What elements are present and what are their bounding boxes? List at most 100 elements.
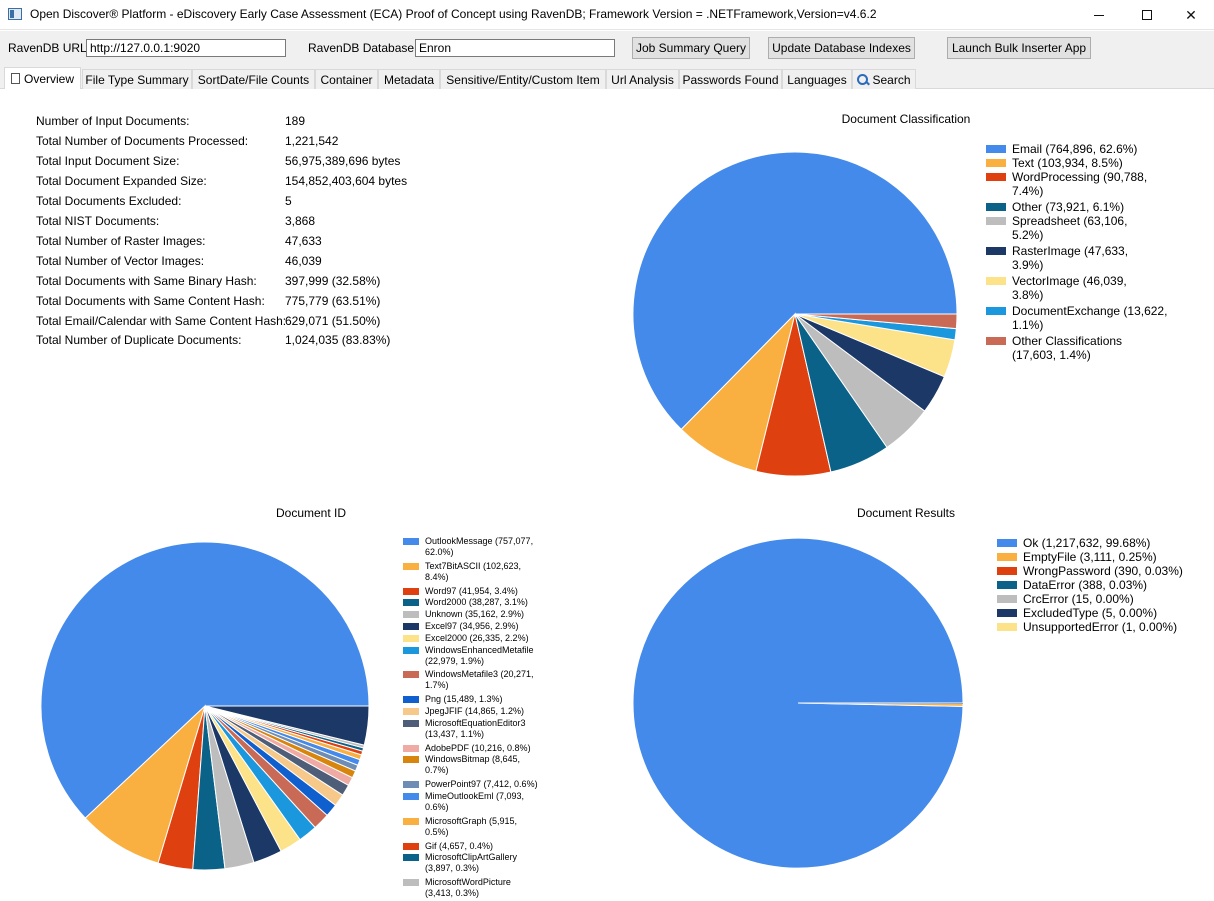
legend-item: UnsupportedError (1, 0.00%) <box>997 620 1177 634</box>
legend-item: WordProcessing (90,788, 7.4%) <box>986 170 1147 198</box>
legend-swatch <box>403 854 419 862</box>
legend-swatch <box>403 842 419 850</box>
launch-bulk-inserter-button[interactable]: Launch Bulk Inserter App <box>947 37 1091 59</box>
tab-label: Sensitive/Entity/Custom Item <box>446 72 600 87</box>
legend-label: AdobePDF (10,216, 0.8%) <box>425 742 531 753</box>
legend-label: RasterImage (47,633, 3.9%) <box>1012 244 1129 272</box>
legend-swatch <box>986 145 1006 153</box>
document-id-title: Document ID <box>275 506 347 520</box>
tab-file-type-summary[interactable]: File Type Summary <box>82 69 192 89</box>
legend-swatch <box>403 719 419 727</box>
stat-value: 47,633 <box>285 234 322 248</box>
minimize-button[interactable] <box>1076 0 1122 30</box>
tab-label: Search <box>872 72 911 87</box>
ravendb-database-label: RavenDB Database: <box>308 41 418 55</box>
legend-label: DocumentExchange (13,622, 1.1%) <box>1012 304 1168 332</box>
minimize-icon <box>1094 14 1104 16</box>
legend-item: VectorImage (46,039, 3.8%) <box>986 274 1127 302</box>
stat-label: Total Email/Calendar with Same Content H… <box>36 314 287 328</box>
legend-item: Excel97 (34,956, 2.9%) <box>403 621 519 632</box>
legend-item: MicrosoftClipArtGallery (3,897, 0.3%) <box>403 852 517 874</box>
legend-swatch <box>403 817 419 825</box>
legend-label: PowerPoint97 (7,412, 0.6%) <box>425 779 538 790</box>
tab-sensitive-entity-custom-item[interactable]: Sensitive/Entity/Custom Item <box>440 69 606 89</box>
legend-item: Other Classifications (17,603, 1.4%) <box>986 334 1122 362</box>
legend-label: ExcludedType (5, 0.00%) <box>1023 606 1158 620</box>
legend-item: Text7BitASCII (102,623, 8.4%) <box>403 561 521 583</box>
legend-label: Excel2000 (26,335, 2.2%) <box>425 632 529 643</box>
document-id-legend: OutlookMessage (757,077, 62.0%) Text7BitAS… <box>403 536 583 898</box>
ravendb-database-input[interactable] <box>415 39 615 57</box>
legend-swatch <box>997 539 1017 547</box>
legend-swatch <box>403 879 419 887</box>
legend-item: PowerPoint97 (7,412, 0.6%) <box>403 779 538 790</box>
legend-swatch <box>986 307 1006 315</box>
tab-passwords-found[interactable]: Passwords Found <box>679 69 782 89</box>
legend-swatch <box>986 277 1006 285</box>
pie-slice <box>204 705 370 746</box>
tab-label: SortDate/File Counts <box>197 72 310 87</box>
legend-swatch <box>986 217 1006 225</box>
legend-swatch <box>986 247 1006 255</box>
legend-item: Text (103,934, 8.5%) <box>986 156 1123 170</box>
pie-slice <box>84 704 207 864</box>
connection-toolbar: RavenDB URL: RavenDB Database: Job Summa… <box>0 31 1214 67</box>
legend-label: MicrosoftGraph (5,915, 0.5%) <box>425 815 518 837</box>
legend-item: Word2000 (38,287, 3.1%) <box>403 597 528 608</box>
tab-search[interactable]: Search <box>852 69 916 89</box>
legend-swatch <box>997 623 1017 631</box>
legend-swatch <box>403 634 419 642</box>
tab-container[interactable]: Container <box>315 69 378 89</box>
job-summary-query-button[interactable]: Job Summary Query <box>632 37 750 59</box>
document-results-legend: Ok (1,217,632, 99.68%) EmptyFile (3,111, … <box>997 536 1197 636</box>
legend-label: EmptyFile (3,111, 0.25%) <box>1023 550 1157 564</box>
window-title: Open Discover® Platform - eDiscovery Ear… <box>30 7 877 21</box>
tab-metadata[interactable]: Metadata <box>378 69 440 89</box>
legend-label: Gif (4,657, 0.4%) <box>425 840 494 851</box>
legend-label: Email (764,896, 62.6%) <box>1012 142 1138 156</box>
search-icon <box>857 73 869 86</box>
legend-item: RasterImage (47,633, 3.9%) <box>986 244 1128 272</box>
legend-swatch <box>997 609 1017 617</box>
tab-sortdate-file-counts[interactable]: SortDate/File Counts <box>192 69 315 89</box>
legend-item: Gif (4,657, 0.4%) <box>403 841 493 852</box>
tab-languages[interactable]: Languages <box>782 69 852 89</box>
document-classification-title: Document Classification <box>841 112 971 126</box>
update-database-indexes-button[interactable]: Update Database Indexes <box>768 37 915 59</box>
maximize-button[interactable] <box>1124 0 1170 30</box>
stat-label: Total NIST Documents: <box>36 214 160 228</box>
legend-label: MimeOutlookEml (7,093, 0.6%) <box>425 791 525 812</box>
legend-label: WindowsBitmap (8,645, 0.7%) <box>425 754 521 776</box>
legend-swatch <box>403 696 419 704</box>
stat-label: Total Number of Duplicate Documents: <box>36 333 242 347</box>
legend-item: Ok (1,217,632, 99.68%) <box>997 536 1150 550</box>
legend-item: CrcError (15, 0.00%) <box>997 592 1134 606</box>
legend-label: OutlookMessage (757,077, 62.0%) <box>425 536 534 557</box>
legend-label: Excel97 (34,956, 2.9%) <box>425 621 519 631</box>
tab-label: Languages <box>787 72 847 87</box>
pie-slice <box>40 541 370 819</box>
ravendb-url-input[interactable] <box>86 39 286 57</box>
legend-label: UnsupportedError (1, 0.00%) <box>1023 620 1178 634</box>
close-button[interactable]: ✕ <box>1168 0 1214 30</box>
legend-label: MicrosoftWordPicture (3,413, 0.3%) <box>425 877 511 899</box>
legend-swatch <box>986 159 1006 167</box>
legend-swatch <box>403 599 419 607</box>
tab-label: Passwords Found <box>682 72 779 87</box>
legend-item: DocumentExchange (13,622, 1.1%) <box>986 304 1167 332</box>
legend-label: DataError (388, 0.03%) <box>1023 578 1148 592</box>
legend-swatch <box>403 623 419 630</box>
legend-swatch <box>403 708 419 715</box>
legend-item: WrongPassword (390, 0.03%) <box>997 564 1183 578</box>
legend-swatch <box>403 587 419 595</box>
legend-item: MicrosoftEquationEditor3 (13,437, 1.1%) <box>403 718 526 740</box>
tab-url-analysis[interactable]: Url Analysis <box>606 69 679 89</box>
legend-item: OutlookMessage (757,077, 62.0%) <box>403 536 533 558</box>
stat-label: Total Documents Excluded: <box>36 194 182 208</box>
legend-label: JpegJFIF (14,865, 1.2%) <box>425 706 525 716</box>
legend-swatch <box>986 337 1006 345</box>
legend-swatch <box>403 744 419 752</box>
pie-slice <box>632 151 958 431</box>
tab-overview[interactable]: Overview <box>4 67 81 89</box>
legend-label: Spreadsheet (63,106, 5.2%) <box>1012 214 1128 242</box>
